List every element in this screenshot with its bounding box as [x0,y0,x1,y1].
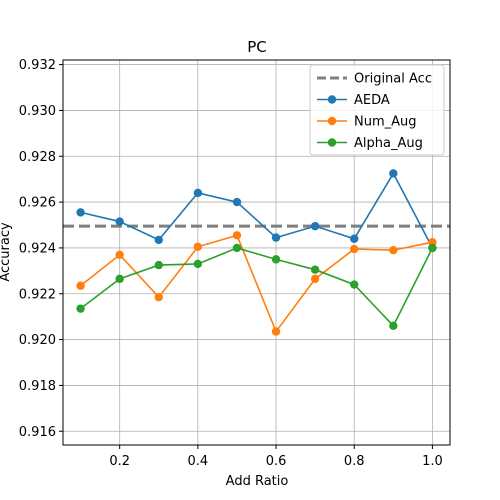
x-tick-label: 0.2 [109,454,130,469]
data-point-aeda [154,235,163,245]
data-point-aeda [389,169,398,178]
data-point-alpha-aug [271,255,281,264]
y-tick-label: 0.932 [19,58,56,73]
y-axis-label: Accuracy [0,222,13,282]
legend-marker-alpha-aug [327,138,337,147]
data-point-num-aug [154,292,163,302]
data-point-alpha-aug [154,260,163,270]
legend-label-original-acc: Original Acc [354,72,432,87]
y-tick-label: 0.928 [19,150,56,165]
plot-area-frame [62,59,451,446]
data-point-alpha-aug [310,265,320,274]
y-axis-ticks: 0.916 0.918 0.920 0.922 0.924 0.926 0.928 0.930… [19,58,63,440]
data-point-alpha-aug [350,280,359,289]
y-tick-label: 0.920 [19,333,56,348]
series-line-num-aug [80,234,433,334]
y-tick-label: 0.918 [19,379,56,394]
legend-label-aeda: AEDA [354,93,390,108]
series-line-alpha-aug [80,247,434,328]
data-point-aeda [76,208,85,217]
data-point-alpha-aug [232,243,242,253]
x-tick-label: 1.0 [422,454,443,469]
legend-box [309,64,445,156]
legend-marker-num-aug [327,116,337,126]
series-line-aeda [80,171,434,249]
y-tick-label: 0.926 [19,196,56,211]
data-point-aeda [115,217,124,226]
data-point-alpha-aug [389,321,398,331]
data-point-alpha-aug [115,274,124,284]
x-tick-label: 0.8 [344,454,365,469]
data-point-num-aug [115,250,124,259]
y-tick-label: 0.924 [19,241,56,256]
legend: Original Acc AEDA Num_Aug Alpha_Aug [309,64,445,156]
legend-marker-aeda [327,95,337,104]
legend-label-alpha-aug: Alpha_Aug [354,136,423,151]
x-axis-ticks: 0.2 0.4 0.6 0.8 1.0 [109,445,443,469]
y-tick-label: 0.930 [19,104,56,119]
data-point-aeda [193,188,203,198]
data-point-alpha-aug [193,259,203,269]
data-point-num-aug [271,327,281,336]
series-layer [76,169,437,336]
data-point-num-aug [76,281,85,290]
y-tick-label: 0.916 [19,425,56,440]
data-point-aeda [310,221,320,231]
data-point-alpha-aug [428,243,437,253]
data-point-alpha-aug [76,304,85,313]
data-point-num-aug [232,231,242,240]
data-point-aeda [232,197,242,207]
x-tick-label: 0.6 [266,454,287,469]
data-point-num-aug [310,274,320,284]
x-tick-label: 0.4 [188,454,209,469]
chart-title: PC [247,38,267,56]
data-point-aeda [350,234,359,243]
data-point-num-aug [389,246,398,255]
data-point-num-aug [350,244,359,254]
data-point-num-aug [193,242,203,251]
x-axis-label: Add Ratio [226,474,289,489]
data-point-aeda [271,233,281,242]
y-tick-label: 0.922 [19,287,56,302]
legend-label-num-aug: Num_Aug [354,115,417,130]
